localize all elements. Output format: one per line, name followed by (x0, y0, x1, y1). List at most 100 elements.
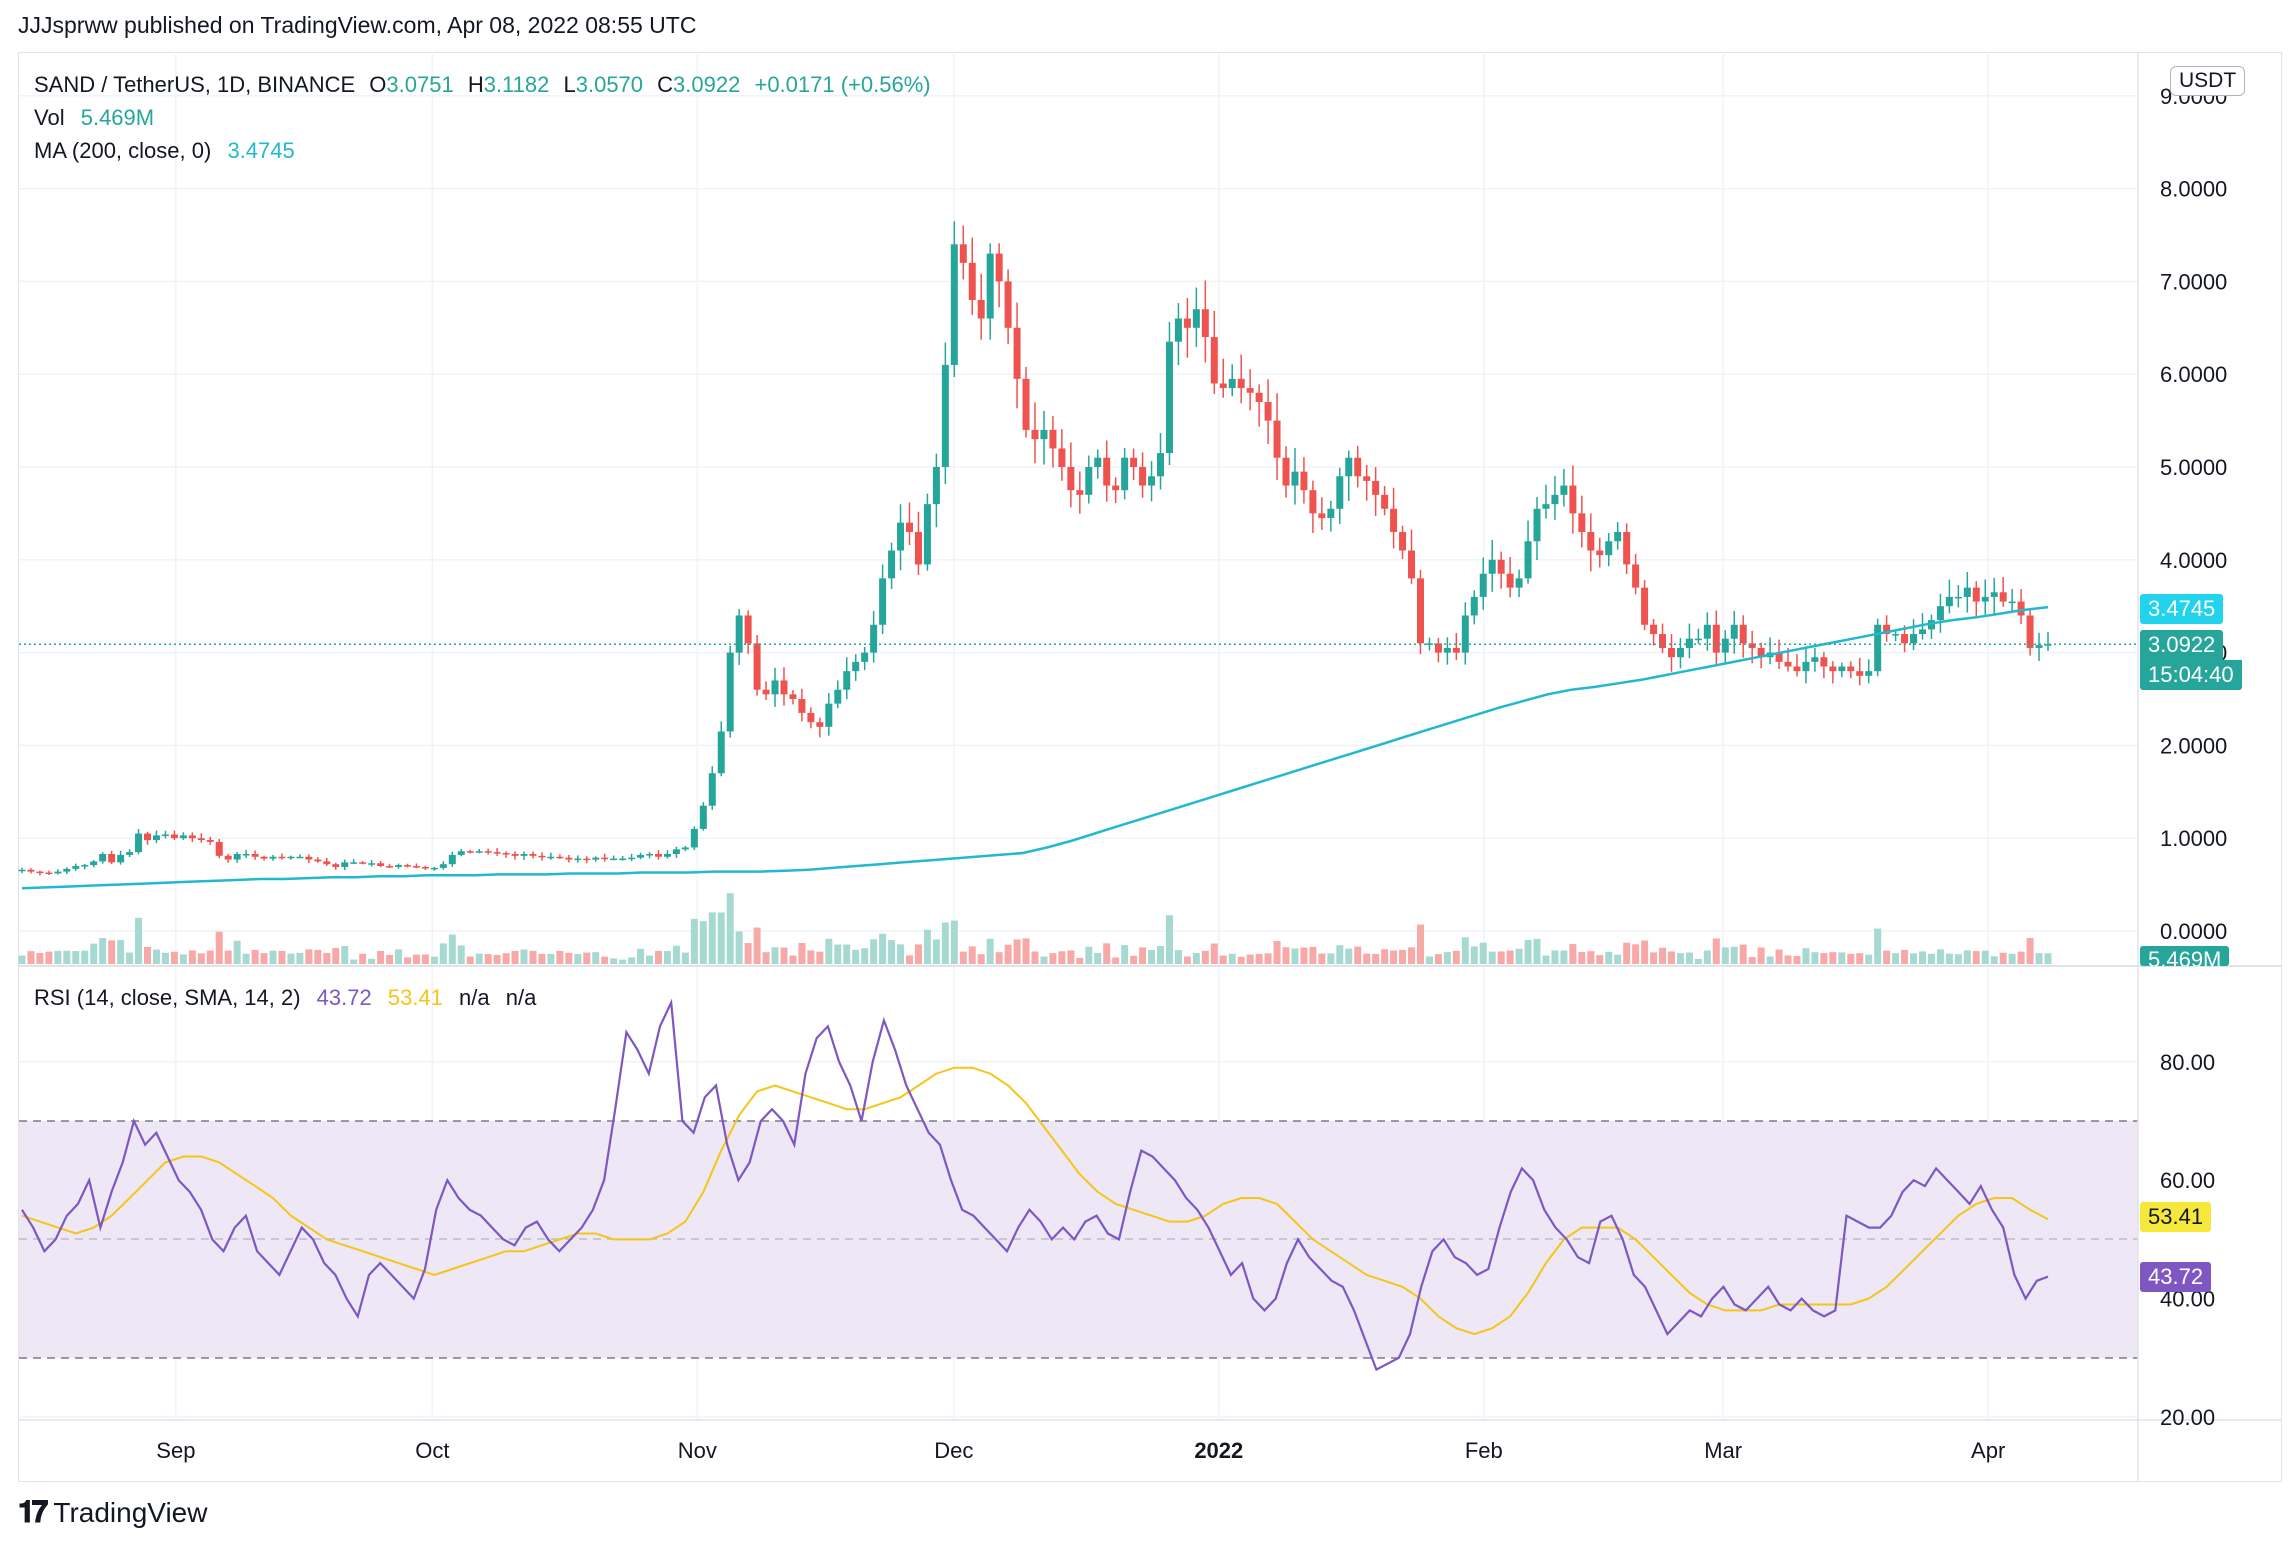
legend-ma[interactable]: MA (200, close, 0) 3.4745 (34, 138, 295, 164)
legend-rsi[interactable]: RSI (14, close, SMA, 14, 2) 43.72 53.41 … (34, 985, 536, 1011)
candle-body (359, 862, 367, 864)
time-tick-label: Oct (415, 1438, 449, 1463)
volume-bar (1936, 949, 1944, 964)
volume-bar (90, 943, 98, 964)
volume-bar (1479, 942, 1487, 964)
candle-body (403, 865, 411, 867)
candle-body (439, 864, 447, 868)
candle-body (90, 861, 98, 866)
volume-bar (1551, 950, 1559, 964)
candle-body (1874, 624, 1882, 672)
volume-bar (1667, 951, 1675, 964)
volume-bar (1560, 950, 1568, 964)
legend-volume[interactable]: Vol 5.469M (34, 105, 154, 131)
volume-bar (2017, 951, 2025, 964)
candle-body (1174, 318, 1182, 342)
volume-bar (825, 938, 833, 964)
price-tick-label: 0.0000 (2160, 919, 2227, 944)
candle-body (672, 849, 680, 854)
candle-body (1901, 634, 1909, 644)
candle-body (341, 862, 349, 867)
volume-bar (1829, 952, 1837, 964)
tradingview-footer[interactable]: 𝟏𝟕 TradingView (18, 1496, 207, 1530)
candle-body (968, 262, 976, 300)
candle-body (1408, 550, 1416, 579)
volume-bar (1497, 951, 1505, 964)
time-axis-ticks: Sep Oct Nov Dec 2022 Feb Mar Apr (156, 1438, 2005, 1463)
volume-bar (350, 959, 358, 964)
candle-body (448, 854, 456, 865)
volume-bar (771, 947, 779, 964)
volume-bar (1174, 950, 1182, 964)
candle-body (995, 253, 1003, 282)
chart-frame (18, 52, 2282, 1482)
candle-body (161, 834, 169, 836)
candle-body (1865, 671, 1873, 676)
volume-bar (1721, 947, 1729, 964)
candle-body (1990, 592, 1998, 597)
legend-na-1: n/a (459, 985, 490, 1010)
volume-bar (1587, 951, 1595, 964)
volume-bar (475, 953, 483, 964)
volume-bars (18, 893, 2052, 964)
volume-bar (914, 944, 922, 964)
currency-button[interactable]: USDT (2170, 66, 2246, 96)
legend-vol-label: Vol (34, 105, 65, 130)
volume-bar (1623, 942, 1631, 964)
candle-body (135, 833, 143, 853)
volume-bar (1650, 952, 1658, 964)
price-tick-label: 2.0000 (2160, 733, 2227, 758)
candle-body (1605, 541, 1613, 556)
candle-body (807, 712, 815, 723)
volume-bar (457, 945, 465, 964)
candle-body (36, 871, 44, 874)
volume-bar (1363, 953, 1371, 964)
volume-bar (1255, 953, 1263, 964)
volume-bar (287, 953, 295, 964)
volume-bar (260, 953, 268, 964)
volume-bar (1990, 956, 1998, 964)
candle-body (1192, 309, 1200, 328)
volume-bar (1972, 951, 1980, 964)
volume-bar (1372, 953, 1380, 964)
candle-body (1165, 341, 1173, 454)
volume-bar (448, 934, 456, 964)
volume-bar (1336, 945, 1344, 964)
volume-bar (206, 950, 214, 964)
volume-bar (547, 953, 555, 964)
legend-close-label: C (657, 72, 674, 97)
legend-low: 3.0570 (575, 72, 644, 97)
rsi-tick-label: 60.00 (2160, 1168, 2215, 1193)
volume-bar (1883, 950, 1891, 964)
volume-bar (484, 954, 492, 964)
legend-high-label: H (467, 72, 484, 97)
candle-body (1031, 429, 1039, 440)
candle-body (117, 854, 125, 863)
volume-bar (45, 951, 53, 964)
volume-bar (735, 931, 743, 964)
volume-bar (188, 950, 196, 964)
candle-body (574, 858, 582, 861)
candle-body (816, 722, 824, 727)
volume-bar (1228, 953, 1236, 964)
candle-body (1112, 485, 1120, 491)
volume-bar (1793, 956, 1801, 964)
volume-bar (377, 950, 385, 964)
volume-bar (368, 958, 376, 964)
legend-symbol[interactable]: SAND / TetherUS, 1D, BINANCE (34, 72, 356, 97)
volume-bar (556, 950, 564, 964)
price-tick-label: 4.0000 (2160, 548, 2227, 573)
candle-body (278, 856, 286, 859)
volume-bar (1148, 950, 1156, 964)
candle-body (126, 852, 134, 855)
candle-body (547, 856, 555, 859)
legend-vol-value: 5.469M (80, 105, 155, 130)
candle-body (1345, 457, 1353, 477)
legend-low-label: L (563, 72, 576, 97)
candle-body (1004, 281, 1012, 328)
candle-body (556, 856, 564, 859)
candle-body (1847, 666, 1855, 672)
volume-bar (663, 951, 671, 964)
candle-body (269, 856, 277, 859)
